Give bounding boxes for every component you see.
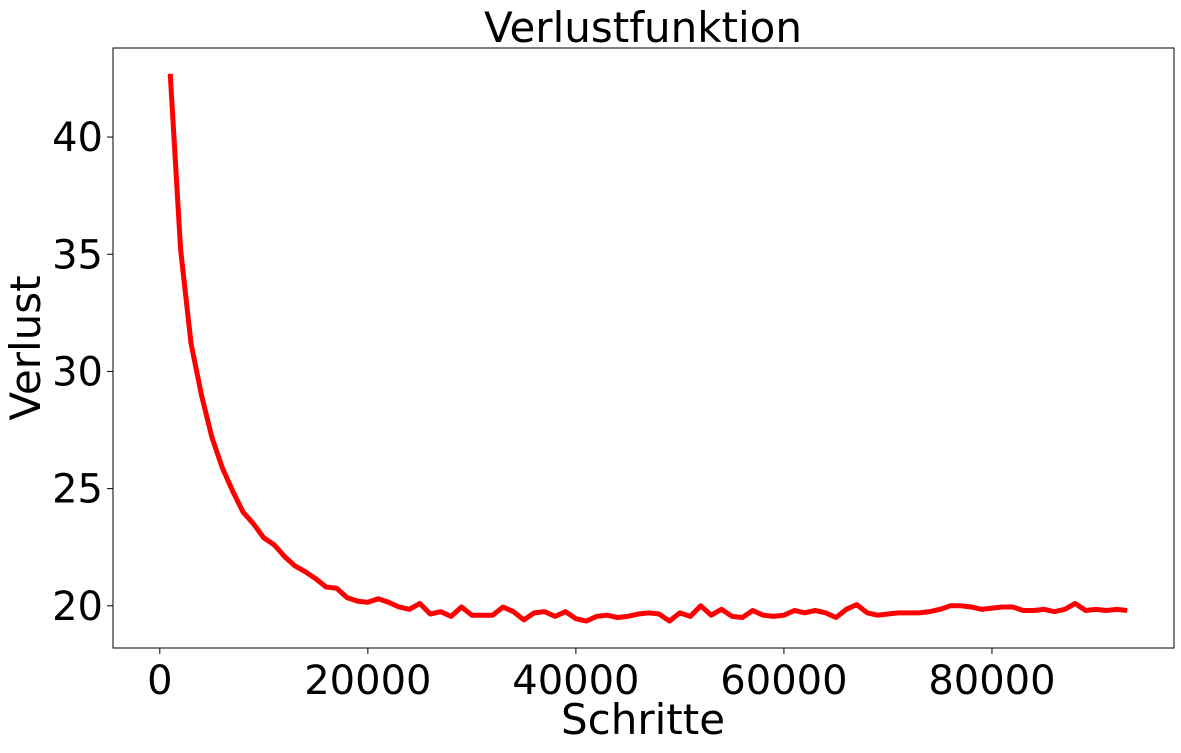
x-tick-label: 20000 [304, 658, 431, 704]
y-tick-label: 25 [52, 467, 103, 513]
y-axis-label: Verlust [1, 275, 50, 420]
axis-ticks: 0 20000 40000 60000 80000 20 25 30 35 40 [52, 115, 1055, 704]
y-tick-label: 30 [52, 349, 103, 395]
x-tick-label: 60000 [720, 658, 847, 704]
x-tick-label: 40000 [512, 658, 639, 704]
x-axis-label: Schritte [561, 695, 725, 744]
y-tick-label: 40 [52, 115, 103, 161]
x-tick-label: 80000 [928, 658, 1055, 704]
x-tick-label: 0 [147, 658, 172, 704]
y-tick-label: 20 [52, 584, 103, 630]
series-layer [167, 73, 1128, 624]
y-tick-label: 35 [52, 232, 103, 278]
series-line [167, 73, 1128, 624]
plot-frame [112, 47, 1175, 649]
chart-title: Verlustfunktion [484, 3, 802, 52]
